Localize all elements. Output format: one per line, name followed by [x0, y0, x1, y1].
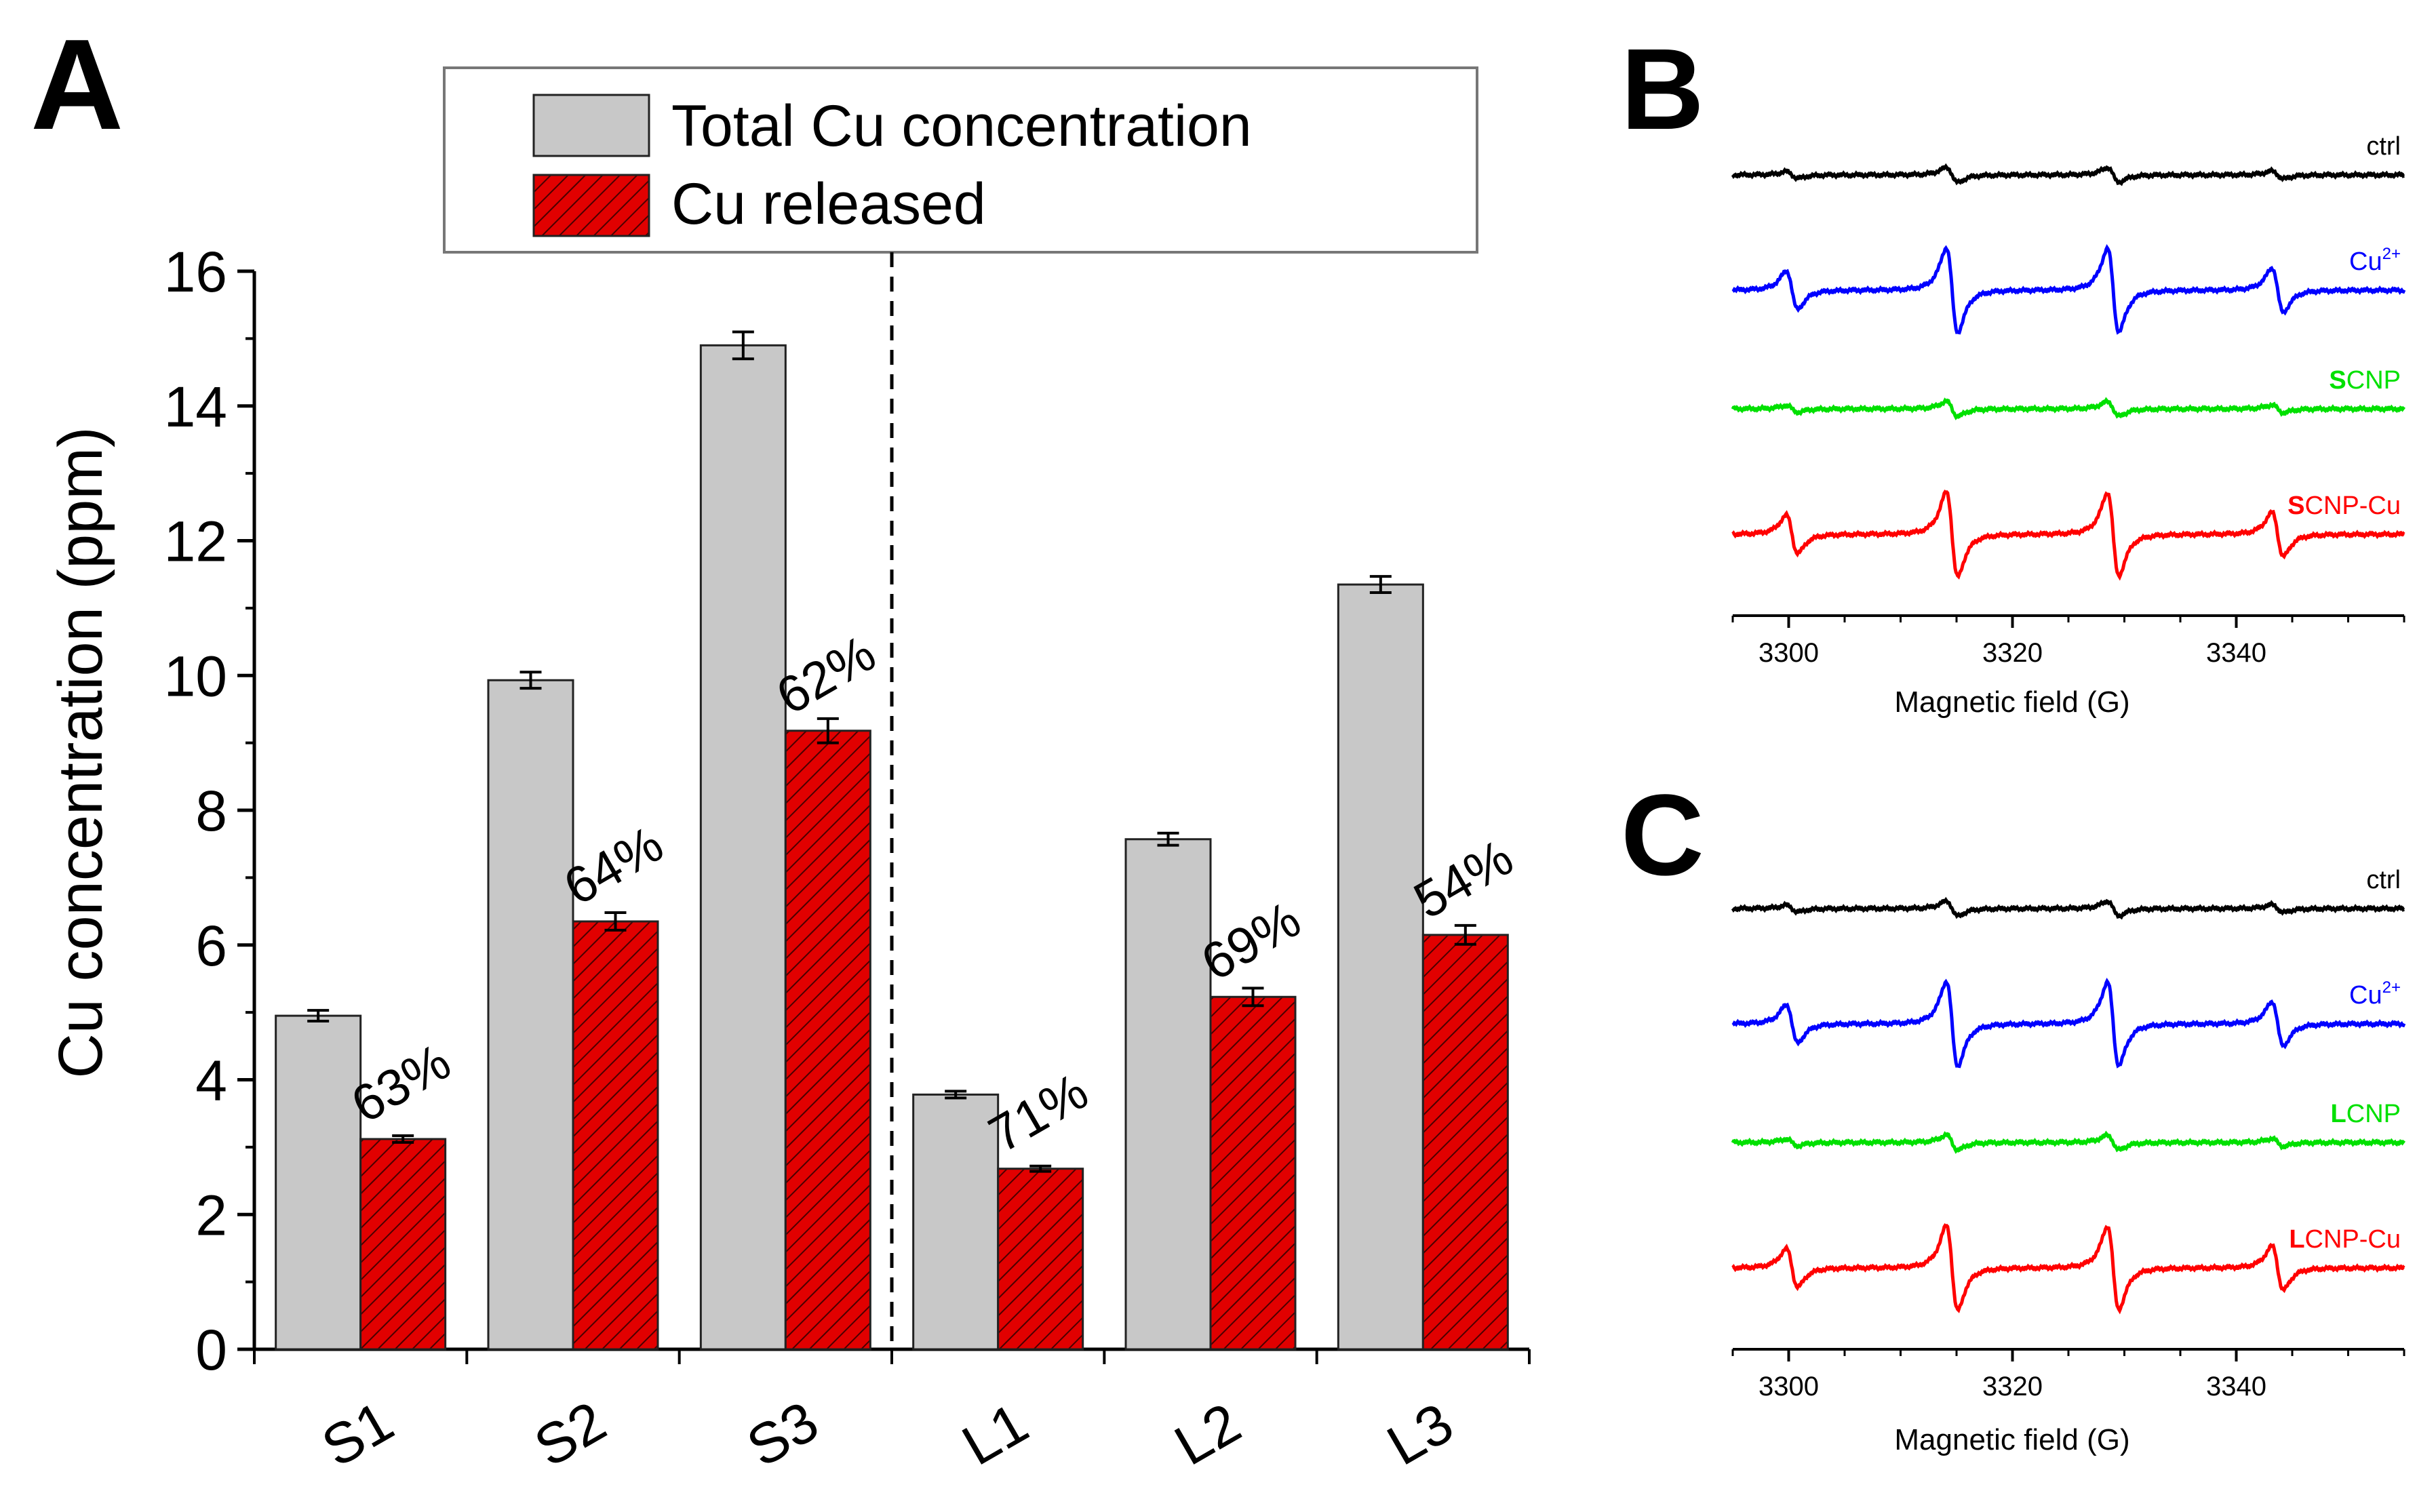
spectrum-line [1731, 489, 2405, 581]
bar-total [275, 1014, 362, 1351]
y-tick-label: 14 [164, 375, 227, 439]
legend-swatch-total [532, 94, 650, 157]
x-tick-label: 3340 [2206, 638, 2266, 668]
spectrum-label: LCNP [2331, 1100, 2401, 1128]
spectrum-line [1731, 163, 2405, 186]
spectrum-label: Cu2+ [2349, 245, 2401, 276]
bar-released [784, 730, 871, 1351]
y-tick-label: 0 [195, 1318, 227, 1382]
bar-released [359, 1138, 447, 1351]
bar-total [912, 1093, 1000, 1351]
spectrum-label: LCNP-Cu [2289, 1225, 2401, 1254]
spectrum-label: SCNP-Cu [2287, 492, 2401, 520]
x-tick-label: L3 [1377, 1391, 1463, 1477]
legend-label-released: Cu released [671, 172, 986, 237]
panel-label-c: C [1621, 771, 1704, 900]
x-axis-label-b: Magnetic field (G) [1894, 685, 2129, 719]
bar-total [487, 679, 574, 1351]
spectrum-label: ctrl [2366, 132, 2401, 161]
bar-total [1337, 583, 1424, 1351]
spectrum-line [1731, 243, 2406, 335]
y-tick-label: 12 [164, 510, 227, 574]
x-tick-label: 3300 [1759, 1372, 1819, 1401]
spectrum-line [1731, 1222, 2405, 1315]
bar-released [1209, 995, 1297, 1351]
x-tick-label: 3320 [1982, 638, 2043, 668]
x-tick-label: S2 [524, 1389, 616, 1479]
y-tick-label: 16 [164, 240, 227, 304]
x-tick-label: S1 [311, 1389, 404, 1479]
epr-chart-b: Magnetic field (G) ctrl Cu2+ SCNP SCNP-Cu 33… [1731, 132, 2406, 719]
epr-chart-c: Magnetic field (G) ctrl Cu2+ LCNP LCNP-Cu 33… [1731, 866, 2406, 1456]
spectrum-label: SCNP [2329, 366, 2401, 395]
y-axis-label: Cu concentration (ppm) [46, 426, 115, 1078]
bar-chart: Total Cu concentration Cu released Cu co… [46, 66, 1531, 1479]
x-axis-label-c: Magnetic field (G) [1894, 1423, 2129, 1456]
bar-released [997, 1168, 1084, 1351]
y-tick-label: 10 [164, 644, 227, 708]
y-tick-label: 8 [195, 779, 227, 843]
y-tick-label: 6 [195, 914, 227, 978]
y-tick-label: 2 [195, 1183, 227, 1247]
bar-total [699, 344, 787, 1351]
x-tick-label: 3340 [2206, 1372, 2266, 1401]
panel-label-b: B [1621, 25, 1704, 154]
legend-label-total: Total Cu concentration [671, 94, 1252, 159]
legend-swatch-released [532, 174, 650, 237]
spectrum-line [1731, 977, 2406, 1069]
bar-released [1421, 934, 1509, 1351]
bar-released [572, 920, 659, 1351]
spectrum-line [1731, 397, 2405, 420]
x-tick-label: L1 [951, 1391, 1038, 1477]
panel-label-a: A [31, 13, 123, 157]
x-tick-label: 3320 [1982, 1372, 2043, 1401]
spectrum-line [1731, 896, 2405, 920]
spectrum-label: ctrl [2366, 866, 2401, 894]
x-tick-label: L2 [1164, 1391, 1251, 1477]
spectrum-line [1731, 1130, 2405, 1154]
x-tick-label: 3300 [1759, 638, 1819, 668]
spectrum-label: Cu2+ [2349, 978, 2401, 1010]
y-tick-label: 4 [195, 1049, 227, 1113]
bar-total [1124, 838, 1212, 1351]
x-tick-label: S3 [736, 1389, 829, 1479]
